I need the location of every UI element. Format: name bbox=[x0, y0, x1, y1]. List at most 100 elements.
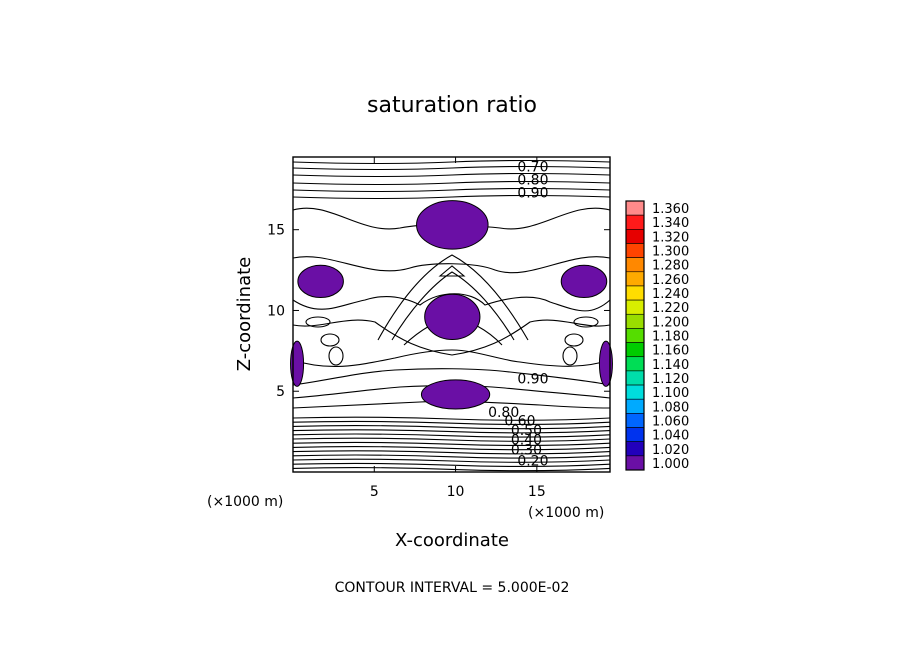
colorbar-swatch bbox=[625, 285, 645, 301]
contour-line bbox=[292, 433, 611, 438]
contour-line bbox=[292, 319, 611, 356]
colorbar-swatch bbox=[625, 200, 645, 216]
contour-label: 0.50 bbox=[511, 423, 542, 439]
contour-line bbox=[292, 172, 611, 178]
colorbar-label: 1.020 bbox=[652, 443, 689, 458]
colorbar-label: 1.240 bbox=[652, 287, 689, 302]
contour-line bbox=[292, 416, 611, 421]
contour-line bbox=[292, 194, 611, 200]
chart-title: saturation ratio bbox=[367, 93, 537, 118]
colorbar-swatch bbox=[625, 398, 645, 414]
contour-line bbox=[292, 420, 611, 426]
contour-label: 0.30 bbox=[511, 442, 542, 458]
colorbar-label: 1.280 bbox=[652, 259, 689, 274]
contour-label: 0.60 bbox=[504, 413, 535, 429]
x-axis-unit-left: (×1000 m) bbox=[207, 494, 283, 510]
contour-label: 0.90 bbox=[517, 186, 548, 202]
colorbar-swatch bbox=[625, 243, 645, 258]
colorbar-label: 1.140 bbox=[652, 358, 689, 373]
colorbar-swatch bbox=[625, 313, 645, 329]
contour-line bbox=[292, 437, 611, 442]
colorbar-label: 1.260 bbox=[652, 273, 689, 288]
colorbar-label: 1.120 bbox=[652, 372, 689, 387]
colorbar-label: 1.180 bbox=[652, 330, 689, 345]
contour-label: 0.70 bbox=[517, 160, 548, 176]
contour-line bbox=[377, 254, 529, 341]
contour-interval-note: CONTOUR INTERVAL = 5.000E-02 bbox=[335, 580, 570, 596]
colorbar-label: 1.320 bbox=[652, 230, 689, 245]
contour-lines bbox=[292, 159, 611, 472]
contour-loop bbox=[305, 316, 331, 328]
contour-loop bbox=[562, 346, 578, 366]
colorbar-swatch bbox=[625, 427, 645, 442]
x-axis-label: X-coordinate bbox=[395, 530, 509, 551]
contour-line bbox=[292, 368, 611, 386]
colorbar-swatch bbox=[625, 328, 645, 343]
contour-line bbox=[292, 159, 611, 165]
contour-line bbox=[292, 180, 611, 186]
contour-line bbox=[292, 349, 611, 368]
plot-area: 0.700.800.900.900.800.600.500.400.300.20… bbox=[267, 156, 613, 500]
colorbar-label: 1.160 bbox=[652, 344, 689, 359]
contour-line bbox=[292, 441, 611, 447]
x-axis-unit-right: (×1000 m) bbox=[528, 505, 604, 521]
colorbar-label: 1.080 bbox=[652, 400, 689, 415]
contour-line bbox=[292, 458, 611, 463]
contour-line bbox=[292, 187, 611, 193]
colorbar-label: 1.340 bbox=[652, 216, 689, 231]
colorbar-swatch bbox=[625, 214, 645, 230]
contour-label: 0.90 bbox=[517, 371, 548, 387]
supersaturated-region bbox=[424, 293, 481, 341]
supersaturated-region bbox=[290, 340, 305, 387]
x-tick-label: 15 bbox=[528, 484, 546, 500]
contour-label: 0.80 bbox=[517, 173, 548, 189]
contour-line bbox=[292, 450, 611, 455]
x-tick-label: 5 bbox=[370, 484, 379, 500]
contour-line bbox=[292, 467, 611, 472]
y-tick-label: 15 bbox=[267, 223, 285, 239]
contour-loop bbox=[564, 333, 584, 347]
colorbar-swatch bbox=[625, 299, 645, 315]
contour-line bbox=[292, 165, 611, 171]
supersaturated-region bbox=[560, 264, 608, 299]
colorbar-label: 1.300 bbox=[652, 245, 689, 260]
contour-line bbox=[292, 256, 611, 274]
y-tick-label: 5 bbox=[276, 384, 285, 400]
colorbar-swatch bbox=[625, 370, 645, 386]
contour-line bbox=[292, 446, 611, 451]
contour-line bbox=[292, 462, 611, 468]
contour-line bbox=[292, 425, 611, 430]
supersaturated-region bbox=[420, 379, 491, 410]
contour-label: 0.40 bbox=[511, 433, 542, 449]
colorbar: 1.3601.3401.3201.3001.2801.2601.2401.220… bbox=[625, 200, 689, 472]
colorbar-label: 1.060 bbox=[652, 414, 689, 429]
contour-line bbox=[292, 454, 611, 459]
y-axis-label: Z-coordinate bbox=[234, 257, 255, 372]
colorbar-frame bbox=[625, 200, 645, 471]
contour-line bbox=[438, 265, 466, 277]
colorbar-label: 1.100 bbox=[652, 386, 689, 401]
y-tick-label: 10 bbox=[267, 303, 285, 319]
colorbar-label: 1.360 bbox=[652, 202, 689, 217]
colorbar-swatch bbox=[625, 384, 645, 400]
colorbar-swatch bbox=[625, 413, 645, 428]
supersaturated-region bbox=[598, 340, 613, 387]
plot-frame bbox=[292, 156, 611, 473]
contour-line bbox=[292, 429, 611, 434]
colorbar-swatch bbox=[625, 342, 645, 358]
colorbar-swatch bbox=[625, 271, 645, 287]
colorbar-swatch bbox=[625, 441, 645, 457]
colorbar-label: 1.220 bbox=[652, 301, 689, 316]
contour-loop bbox=[328, 346, 344, 366]
contour-label: 0.80 bbox=[488, 405, 519, 421]
colorbar-label: 1.040 bbox=[652, 429, 689, 444]
colorbar-label: 1.000 bbox=[652, 457, 689, 472]
supersaturated-region bbox=[297, 264, 344, 299]
colorbar-swatch bbox=[625, 257, 645, 273]
colorbar-swatch bbox=[625, 455, 645, 471]
supersaturated-region bbox=[416, 200, 489, 250]
colorbar-swatch bbox=[625, 229, 645, 244]
contour-line bbox=[391, 271, 515, 341]
contour-loop bbox=[573, 316, 599, 328]
